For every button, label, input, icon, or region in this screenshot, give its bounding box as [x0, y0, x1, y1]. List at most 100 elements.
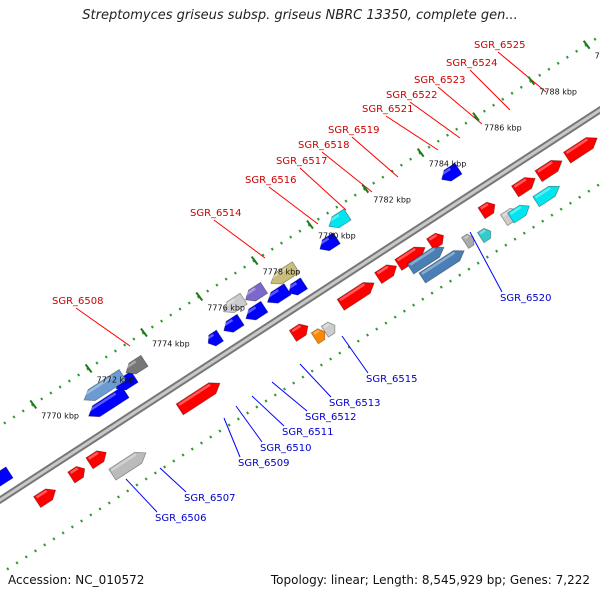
forward-gene-5-gloss — [178, 383, 211, 406]
gene-labels: SGR_6508 SGR_6514 SGR_6516 SGR_6517 SGR_6518… — [52, 40, 552, 524]
upper-blue-gene-1-gloss — [421, 251, 456, 275]
forward-gene-label: SGR_6525 — [474, 40, 526, 51]
scale-label: 7788 kbp — [539, 88, 577, 97]
forward-gene-17-gloss — [537, 161, 553, 173]
reverse-gene-14-shape — [319, 232, 341, 252]
forward-gene-4-gloss — [111, 453, 137, 472]
forward-leader — [75, 307, 131, 347]
reverse-gene-label: SGR_6510 — [260, 443, 312, 454]
reverse-gene-label: SGR_6506 — [155, 513, 207, 524]
reverse-gene-2-shape — [88, 386, 130, 418]
forward-gene-8-gloss — [323, 322, 330, 329]
scale-tick — [195, 291, 204, 302]
forward-gene-5-shape — [175, 382, 221, 416]
reverse-gene-6 — [206, 329, 225, 347]
forward-leader — [497, 51, 547, 93]
forward-gene-9 — [336, 282, 375, 311]
reverse-leader — [223, 417, 241, 458]
forward-gene-label: SGR_6524 — [446, 58, 498, 69]
forward-gene-10-gloss — [376, 265, 389, 275]
reverse-gene-5-shape — [125, 354, 149, 375]
reverse-gene-label: SGR_6513 — [329, 398, 381, 409]
reverse-gene-16 — [440, 162, 463, 182]
scale-tick — [84, 363, 93, 374]
scale-tick — [361, 184, 370, 194]
forward-gene-14-shape — [477, 201, 496, 220]
reverse-gene-1 — [0, 466, 14, 489]
upper-blue-gene-5 — [532, 185, 561, 208]
reverse-leader — [235, 405, 263, 443]
forward-gene-11-shape — [394, 246, 426, 271]
scale-tick — [250, 255, 259, 266]
reverse-gene-4-shape — [83, 368, 127, 401]
forward-leader — [213, 219, 266, 259]
reverse-gene-16-shape — [441, 162, 463, 182]
forward-gene-label: SGR_6514 — [190, 208, 242, 219]
scale-label: 7772 kbp — [97, 375, 135, 384]
forward-gene-3-gloss — [88, 451, 99, 460]
forward-gene-13 — [460, 233, 475, 250]
upper-blue-gene-3-shape — [476, 227, 492, 244]
scale-tick — [527, 76, 536, 86]
forward-gene-10 — [374, 264, 398, 285]
reverse-gene-14-gloss — [318, 237, 330, 246]
forward-leader — [469, 69, 511, 111]
reverse-leader — [125, 478, 158, 513]
upper-blue-gene-4-shape — [507, 204, 530, 224]
forward-gene-3 — [85, 450, 107, 470]
upper-blue-gene-3 — [476, 227, 492, 244]
forward-leader — [299, 167, 347, 211]
scale-label: 7784 kbp — [429, 160, 467, 169]
backbone-highlight — [0, 108, 600, 502]
forward-leader — [437, 86, 483, 125]
forward-gene-9-gloss — [339, 283, 366, 302]
scale-tick — [582, 40, 591, 50]
forward-gene-7-gloss — [313, 329, 320, 335]
forward-gene-8 — [320, 321, 336, 338]
scale-label: 7790 kbp — [595, 52, 600, 61]
accession-text: Accession: NC_010572 — [8, 573, 145, 587]
forward-gene-16 — [510, 177, 536, 198]
reverse-leader — [271, 381, 308, 412]
forward-gene-label: SGR_6518 — [298, 140, 350, 151]
reverse-gene-5-gloss — [124, 360, 137, 370]
reverse-gene-13 — [269, 261, 300, 285]
reverse-gene-4-gloss — [82, 375, 114, 397]
scale-tick — [306, 219, 314, 230]
forward-gene-3-shape — [85, 450, 107, 470]
scale-tick — [29, 399, 38, 410]
forward-gene-18 — [562, 137, 598, 164]
forward-gene-15-gloss — [502, 209, 513, 217]
reverse-gene-4 — [82, 368, 127, 401]
reverse-gene-10-shape — [288, 277, 309, 296]
forward-gene-6 — [288, 323, 309, 342]
forward-gene-4-shape — [108, 451, 147, 481]
chromosome-backbone — [0, 105, 600, 505]
forward-gene-label: SGR_6523 — [414, 75, 466, 86]
reverse-gene-11-shape — [222, 292, 248, 314]
reverse-gene-2-gloss — [87, 392, 117, 413]
forward-gene-13-gloss — [463, 234, 469, 240]
forward-gene-label: SGR_6517 — [276, 156, 328, 167]
reverse-gene-12 — [244, 281, 269, 302]
forward-gene-18-shape — [562, 137, 598, 164]
scale-label: 7782 kbp — [373, 196, 411, 205]
forward-gene-9-shape — [336, 282, 375, 311]
scale-label: 7778 kbp — [263, 268, 301, 277]
reverse-gene-15-gloss — [327, 214, 340, 223]
upper-blue-gene-4 — [507, 204, 530, 224]
forward-gene-1 — [33, 488, 57, 509]
reverse-gene-14 — [318, 232, 341, 252]
upper-blue-gene-5-shape — [532, 185, 561, 208]
reverse-gene-12-gloss — [244, 287, 256, 297]
upper-blue-gene-1-shape — [418, 250, 465, 284]
topology-summary: Topology: linear; Length: 8,545,929 bp; … — [270, 573, 590, 587]
forward-gene-16-gloss — [513, 178, 527, 188]
reverse-gene-label: SGR_6512 — [305, 412, 357, 423]
reverse-gene-label: SGR_6507 — [184, 493, 236, 504]
reverse-gene-13-gloss — [269, 267, 287, 280]
scale-label: 7780 kbp — [318, 232, 356, 241]
forward-gene-12-gloss — [428, 233, 438, 241]
scale-label: 7774 kbp — [152, 339, 190, 348]
